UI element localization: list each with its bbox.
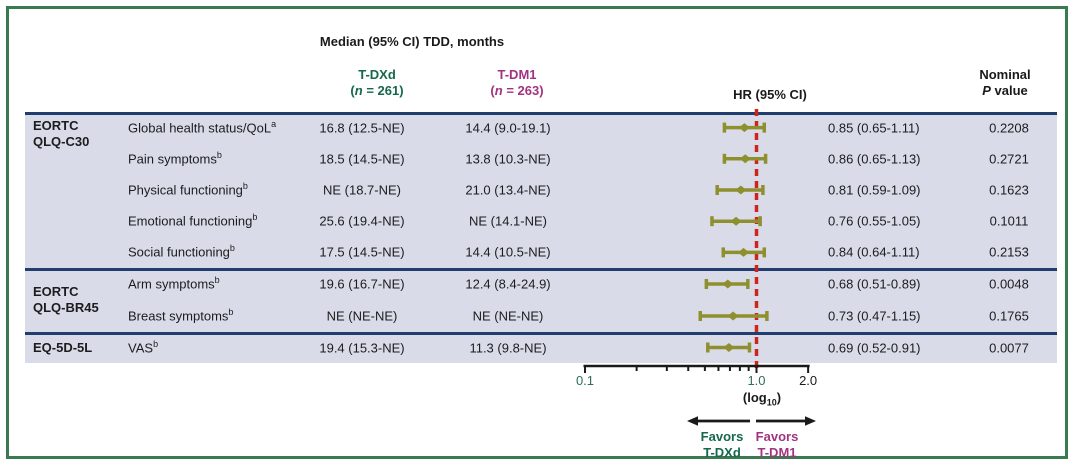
axis-scale-label: (log10) bbox=[742, 390, 782, 408]
figure-title: Median (95% CI) TDD, months bbox=[319, 34, 505, 49]
tdxd-median: 19.6 (16.7-NE) bbox=[319, 276, 405, 292]
tdm1-median: 11.3 (9.8-NE) bbox=[469, 340, 547, 355]
hr-ci-text: 0.76 (0.55-1.05) bbox=[828, 213, 921, 229]
group-label: EQ-5D-5L bbox=[33, 340, 92, 356]
axis-tick-label: 0.1 bbox=[575, 373, 595, 388]
row-label: VASb bbox=[128, 338, 159, 355]
group-label-line: EORTC bbox=[33, 118, 79, 133]
hr-ci-text: 0.86 (0.65-1.13) bbox=[828, 151, 921, 167]
group-label-line: EORTC bbox=[33, 284, 79, 299]
table-band bbox=[25, 112, 1057, 268]
axis-tick-label: 1.0 bbox=[747, 373, 766, 388]
tdm1-median: 13.8 (10.3-NE) bbox=[465, 151, 551, 167]
tdxd-name: T-DXd bbox=[358, 67, 396, 82]
tdxd-median: NE (18.7-NE) bbox=[322, 182, 402, 198]
hr-ci-text: 0.73 (0.47-1.15) bbox=[828, 308, 921, 324]
tdm1-median: 21.0 (13.4-NE) bbox=[465, 182, 551, 198]
p-value: 0.0048 bbox=[989, 276, 1029, 292]
tdm1-n: (n = 263) bbox=[490, 83, 544, 98]
hr-ci-text: 0.69 (0.52-0.91) bbox=[828, 340, 921, 355]
row-label: Arm symptomsb bbox=[128, 275, 220, 292]
group-label-line: QLQ-BR45 bbox=[33, 300, 99, 315]
p-value: 0.2153 bbox=[989, 244, 1029, 260]
row-label: Global health status/QoLa bbox=[128, 118, 277, 136]
row-label: Pain symptomsb bbox=[128, 149, 222, 167]
favors-tdm1-label: Favors T-DM1 bbox=[755, 429, 799, 460]
group-label-line: EQ-5D-5L bbox=[33, 339, 93, 355]
p-value: 0.2208 bbox=[989, 120, 1029, 136]
hr-ci-text: 0.85 (0.65-1.11) bbox=[828, 120, 920, 136]
tdm1-median: NE (NE-NE) bbox=[472, 308, 544, 324]
column-header-pvalue: Nominal P value bbox=[979, 67, 1031, 98]
tdxd-n: (n = 261) bbox=[350, 83, 404, 98]
tdm1-median: 14.4 (10.5-NE) bbox=[465, 244, 551, 260]
table-band bbox=[25, 332, 1057, 363]
tdxd-median: 19.4 (15.3-NE) bbox=[319, 340, 405, 355]
hr-ci-text: 0.84 (0.64-1.11) bbox=[828, 244, 920, 260]
p-value: 0.1765 bbox=[989, 308, 1029, 324]
row-label: Social functioningb bbox=[128, 243, 235, 260]
group-label-line: QLQ-C30 bbox=[33, 134, 90, 149]
p-value: 0.1623 bbox=[989, 182, 1029, 198]
tdxd-median: 16.8 (12.5-NE) bbox=[319, 120, 405, 136]
tdxd-median: 18.5 (14.5-NE) bbox=[319, 151, 405, 167]
tdm1-median: NE (14.1-NE) bbox=[468, 213, 548, 229]
row-label: Physical functioningb bbox=[128, 181, 248, 198]
group-label: EORTC QLQ-C30 bbox=[33, 118, 89, 150]
p-value: 0.2721 bbox=[989, 151, 1029, 167]
column-header-tdxd: T-DXd (n = 261) bbox=[297, 67, 457, 99]
hr-ci-text: 0.81 (0.59-1.09) bbox=[828, 182, 921, 198]
tdm1-name: T-DM1 bbox=[497, 67, 537, 82]
row-label: Emotional functioningb bbox=[128, 212, 258, 229]
axis-tick-label: 2.0 bbox=[799, 373, 818, 388]
group-label: EORTC QLQ-BR45 bbox=[33, 284, 99, 316]
row-label: Breast symptomsb bbox=[128, 307, 234, 324]
tdxd-median: 25.6 (19.4-NE) bbox=[319, 213, 405, 229]
tdm1-median: 12.4 (8.4-24.9) bbox=[465, 276, 551, 292]
tdm1-median: 14.4 (9.0-19.1) bbox=[465, 120, 551, 136]
tdxd-median: NE (NE-NE) bbox=[326, 308, 398, 324]
column-header-tdm1: T-DM1 (n = 263) bbox=[437, 67, 597, 99]
hr-ci-text: 0.68 (0.51-0.89) bbox=[828, 276, 921, 292]
p-value: 0.0077 bbox=[989, 340, 1029, 355]
figure-border bbox=[6, 6, 1068, 459]
favors-tdxd-label: Favors T-DXd bbox=[700, 429, 744, 460]
tdxd-median: 17.5 (14.5-NE) bbox=[319, 244, 405, 260]
p-value: 0.1011 bbox=[989, 213, 1029, 229]
table-band bbox=[25, 268, 1057, 332]
column-header-hr: HR (95% CI) bbox=[733, 87, 807, 102]
